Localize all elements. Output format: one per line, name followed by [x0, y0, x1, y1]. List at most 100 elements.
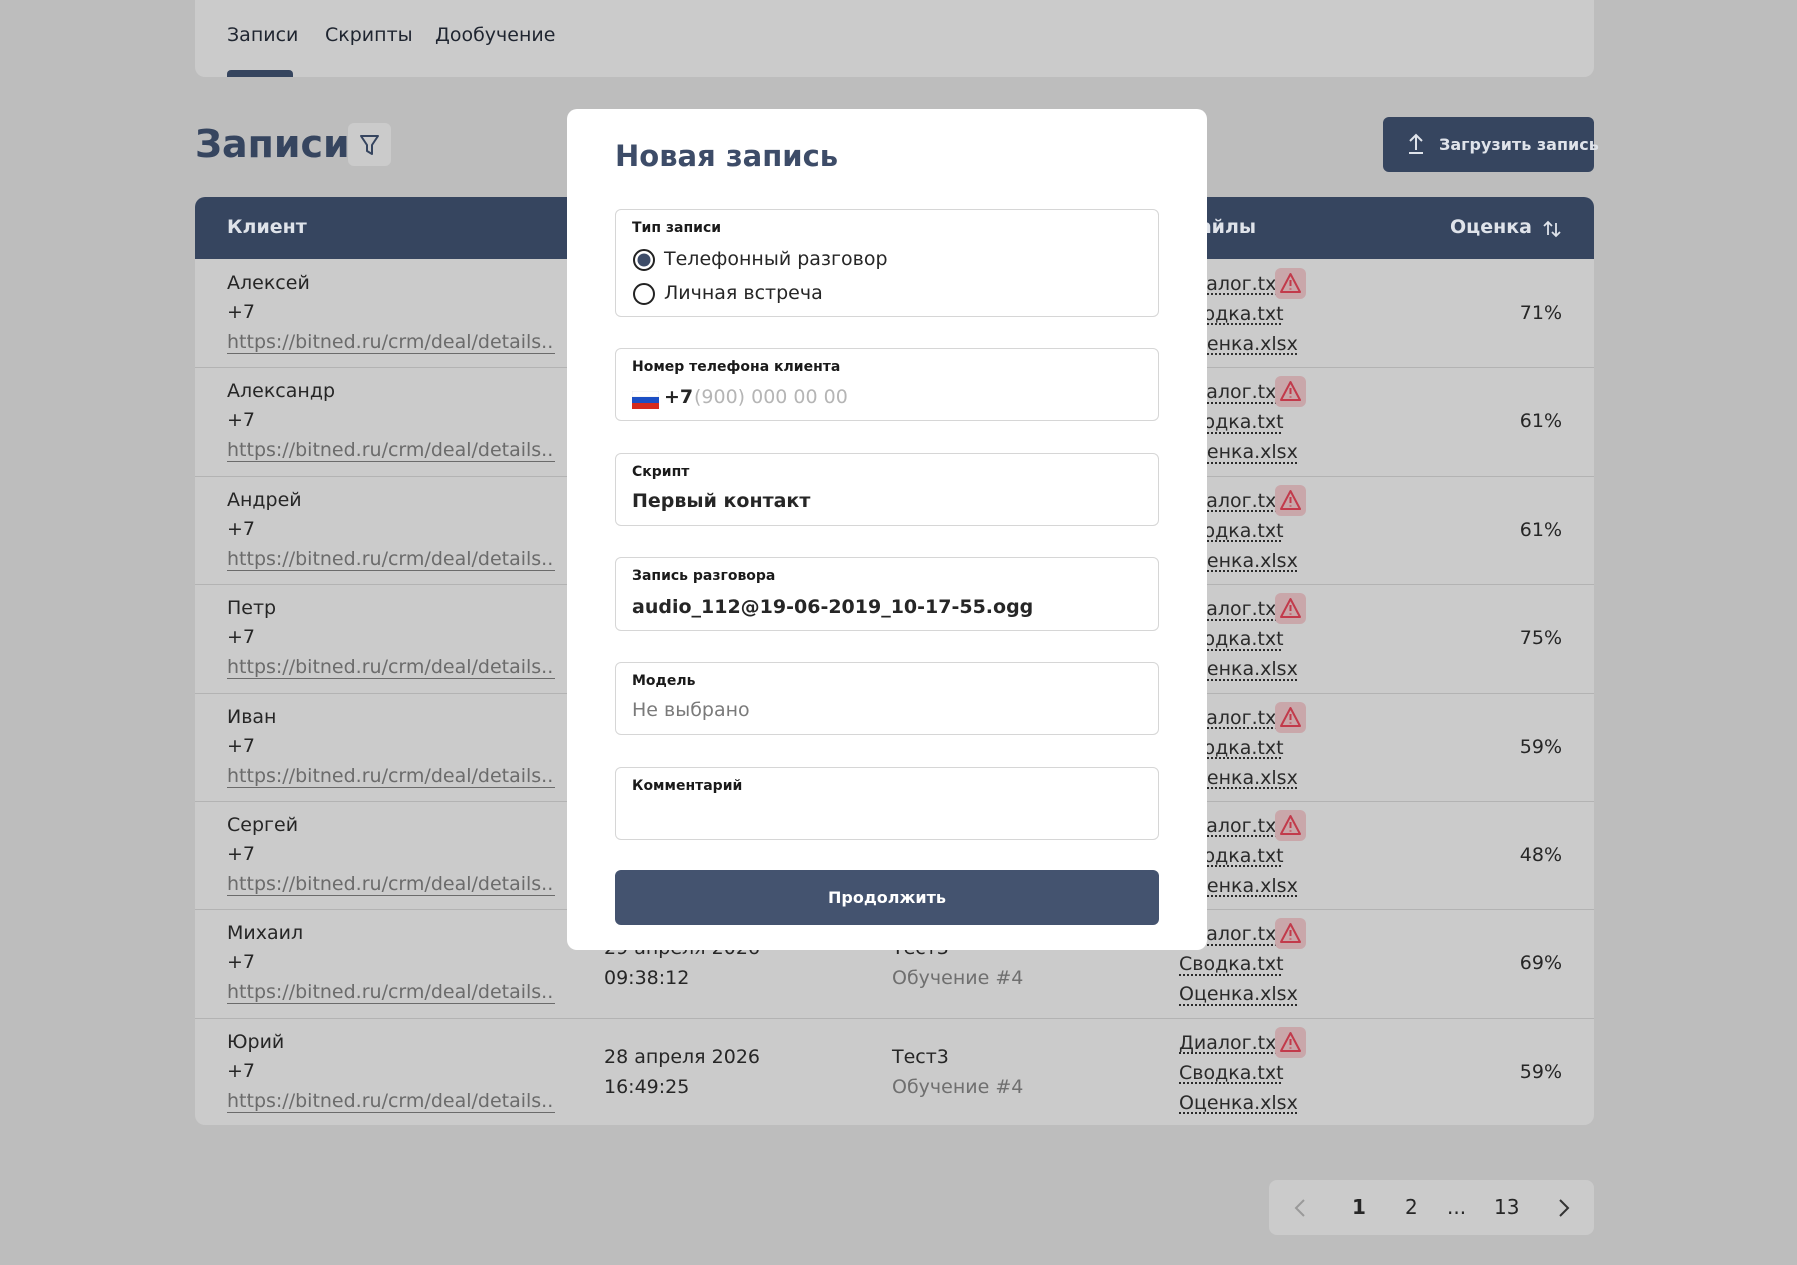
radio[interactable]: [632, 282, 656, 306]
score: 71%: [1519, 302, 1562, 324]
field-label: Запись разговора: [632, 568, 776, 584]
radio-checked[interactable]: [632, 248, 656, 272]
score: 59%: [1519, 735, 1562, 758]
score: 48%: [1519, 844, 1562, 866]
file-link[interactable]: Оценка.xlsx: [1179, 1091, 1298, 1114]
field-label: Тип записи: [632, 220, 722, 236]
client-phone: +7: [227, 843, 256, 865]
field-value: audio_112@19-06-2019_10-17-55.ogg: [632, 596, 1034, 618]
file-link[interactable]: Диалог.txt: [1179, 1031, 1284, 1054]
row-divider: [195, 1017, 1594, 1019]
warning-badge: [1275, 701, 1306, 733]
comment-field[interactable]: Комментарий: [615, 767, 1159, 840]
script-field[interactable]: Скрипт Первый контакт: [615, 453, 1159, 526]
radio-label[interactable]: Личная встреча: [664, 282, 823, 304]
page-number[interactable]: ...: [1447, 1195, 1467, 1219]
file-link[interactable]: Оценка.xlsx: [1179, 983, 1298, 1006]
warning-icon: [1280, 815, 1301, 835]
filter-icon: [360, 135, 379, 155]
submit-button[interactable]: Продолжить: [615, 870, 1159, 925]
page-number[interactable]: 13: [1494, 1195, 1520, 1219]
tab-indicator: [227, 70, 293, 77]
modal: Новая запись Тип записи Телефонный разго…: [567, 109, 1207, 950]
file-link[interactable]: Сводка.txt: [1179, 1061, 1284, 1084]
file-link[interactable]: Оценка.xlsx: [1179, 441, 1298, 464]
client-url[interactable]: https://bitned.ru/crm/deal/details...: [227, 1089, 555, 1112]
warning-badge: [1275, 268, 1306, 299]
field-label: Модель: [632, 673, 696, 689]
client-url[interactable]: https://bitned.ru/crm/deal/details...: [227, 547, 555, 570]
page-number[interactable]: 1: [1352, 1195, 1366, 1219]
warning-icon: [1280, 598, 1301, 619]
file-link[interactable]: Оценка.xlsx: [1179, 766, 1298, 789]
modal-title: Новая запись: [615, 139, 839, 173]
warning-icon: [1280, 489, 1301, 510]
nav-tab[interactable]: Скрипты: [325, 24, 413, 46]
warning-icon: [1280, 706, 1301, 727]
phone-code: +7: [664, 386, 694, 408]
client-name: Алексей: [227, 272, 310, 294]
record-time: 16:49:25: [604, 1075, 690, 1098]
record-date: 28 апреля 2026: [604, 1045, 760, 1068]
client-phone: +7: [227, 409, 256, 432]
nav-tab[interactable]: Записи: [227, 24, 299, 46]
phone-placeholder: (900) 000 00 00: [694, 386, 848, 408]
header-client: Клиент: [227, 216, 307, 238]
warning-badge: [1275, 484, 1306, 516]
record-time: 09:38:12: [604, 967, 690, 990]
header-score[interactable]: Оценка: [1450, 216, 1532, 238]
upload-button[interactable]: Загрузить запись: [1383, 117, 1599, 172]
record-script: Тест3: [892, 1045, 949, 1068]
record-training: Обучение #4: [892, 1075, 1024, 1098]
client-url[interactable]: https://bitned.ru/crm/deal/details...: [227, 439, 555, 462]
client-name: Сергей: [227, 814, 299, 836]
file-link[interactable]: Оценка.xlsx: [1179, 333, 1298, 355]
file-link[interactable]: Оценка.xlsx: [1179, 658, 1298, 681]
file-link[interactable]: Оценка.xlsx: [1179, 549, 1298, 572]
warning-badge: [1275, 376, 1306, 408]
file-link[interactable]: Оценка.xlsx: [1179, 875, 1298, 897]
client-name: Юрий: [227, 1030, 285, 1053]
field-label: Скрипт: [632, 464, 690, 480]
score: 69%: [1519, 952, 1562, 975]
warning-icon: [1280, 273, 1301, 293]
client-name: Андрей: [227, 488, 302, 511]
client-phone: +7: [227, 517, 256, 540]
field-placeholder: Не выбрано: [632, 699, 750, 721]
phone-field[interactable]: Номер телефона клиента +7 (900) 000 00 0…: [615, 348, 1159, 421]
score: 75%: [1519, 627, 1562, 650]
flag-ru: [632, 391, 659, 409]
client-name: Александр: [227, 380, 336, 403]
warning-icon: [1280, 1031, 1301, 1052]
client-phone: +7: [227, 734, 256, 757]
warning-badge: [1275, 918, 1306, 950]
nav-card: [195, 0, 1594, 77]
filter-button[interactable]: [348, 123, 391, 166]
client-name: Иван: [227, 705, 277, 728]
client-url[interactable]: https://bitned.ru/crm/deal/details...: [227, 656, 555, 679]
client-phone: +7: [227, 951, 256, 974]
model-field[interactable]: Модель Не выбрано: [615, 662, 1159, 735]
warning-badge: [1275, 593, 1306, 625]
radio-label[interactable]: Телефонный разговор: [664, 248, 888, 270]
score: 61%: [1519, 410, 1562, 433]
record-training: Обучение #4: [892, 967, 1024, 990]
score: 61%: [1519, 518, 1562, 541]
recording-field[interactable]: Запись разговора audio_112@19-06-2019_10…: [615, 557, 1159, 631]
page-title: Записи: [195, 122, 350, 166]
client-name: Михаил: [227, 922, 304, 945]
prev-page[interactable]: [1293, 1198, 1307, 1218]
client-url[interactable]: https://bitned.ru/crm/deal/details...: [227, 764, 555, 787]
warning-badge: [1275, 1026, 1306, 1058]
client-url[interactable]: https://bitned.ru/crm/deal/details...: [227, 331, 555, 353]
page-number[interactable]: 2: [1405, 1195, 1418, 1219]
file-link[interactable]: Сводка.txt: [1179, 953, 1284, 976]
sort-icon[interactable]: [1542, 219, 1562, 239]
client-url[interactable]: https://bitned.ru/crm/deal/details...: [227, 981, 555, 1004]
warning-icon: [1280, 923, 1301, 944]
client-url[interactable]: https://bitned.ru/crm/deal/details...: [227, 873, 555, 895]
field-label: Комментарий: [632, 778, 743, 794]
nav-tab[interactable]: Дообучение: [435, 24, 556, 46]
next-page[interactable]: [1557, 1198, 1571, 1218]
